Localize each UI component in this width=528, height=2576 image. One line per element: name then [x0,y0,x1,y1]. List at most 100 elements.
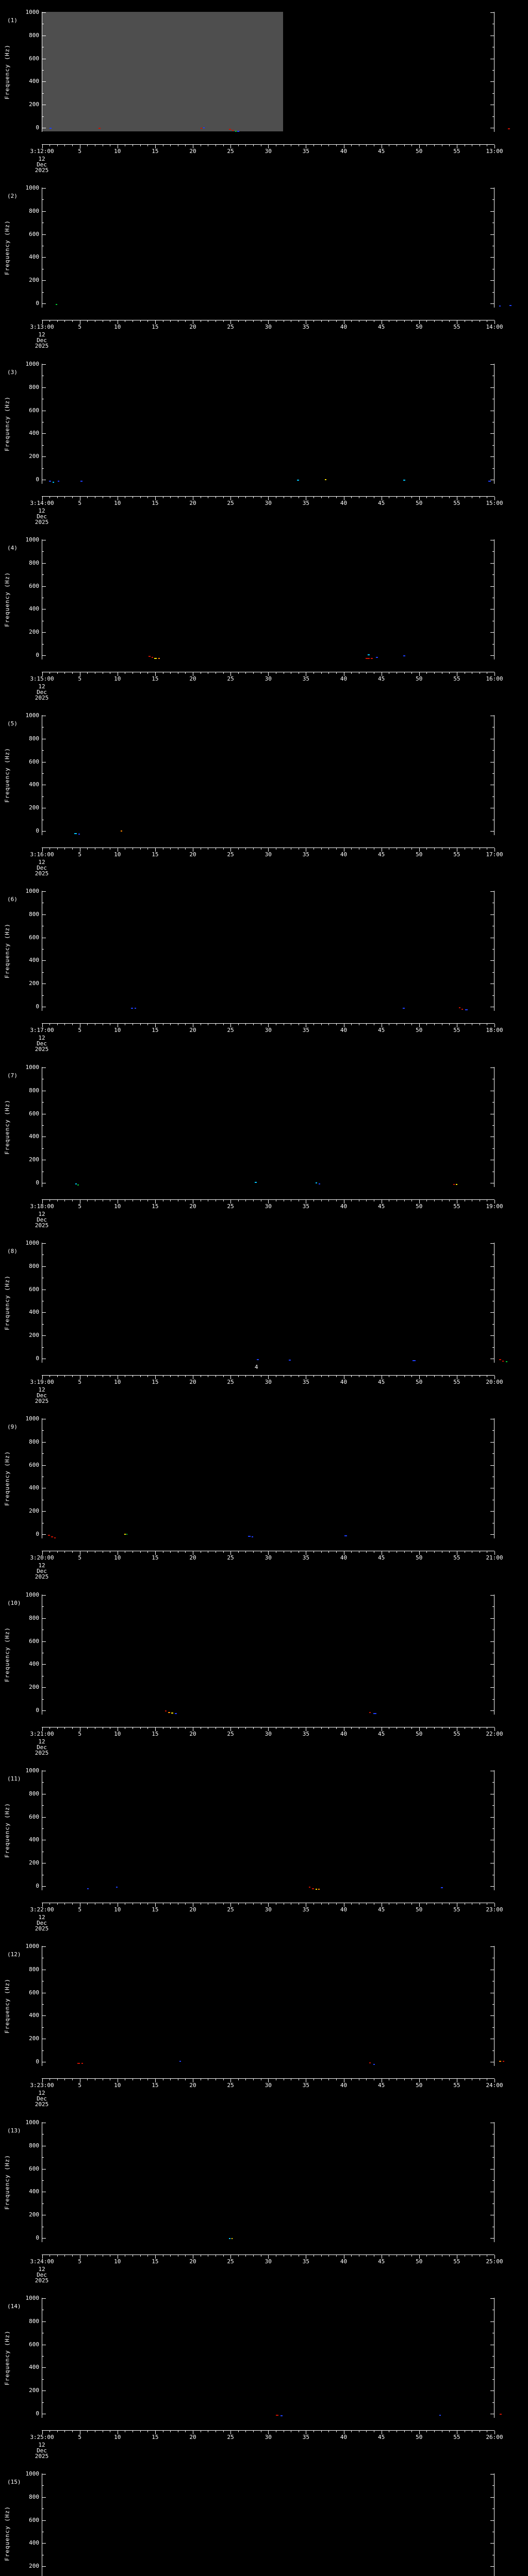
x-tick-label: 50 [416,2082,423,2089]
x-tick-label: 45 [378,324,385,330]
x-minor-tick [411,1551,412,1553]
y-major-tick-left [42,2566,46,2567]
x-minor-tick [321,2255,322,2257]
plot-area [42,1946,494,2065]
spectral-data-point [456,1184,458,1185]
x-major-tick [230,1024,232,1027]
x-tick-label: 40 [340,1906,348,1913]
x-major-tick [268,1551,269,1555]
y-major-tick-left [42,632,46,633]
plot-area [42,1418,494,1538]
spectral-data-point [503,2061,505,2062]
x-minor-tick [223,1551,224,1553]
x-major-tick [268,145,269,148]
y-tick-label: 0 [36,2410,39,2417]
x-minor-tick [140,145,141,146]
y-major-tick-left [42,2321,46,2322]
date-label: 12 Dec 2025 [21,508,62,525]
date-day: 12 [38,331,45,338]
y-minor-tick-left [42,750,44,751]
x-minor-tick [404,848,405,850]
y-tick-label: 400 [29,253,39,261]
x-tick-label: 10 [114,2258,121,2265]
x-minor-tick [185,145,186,146]
x-minor-tick [170,672,171,674]
y-tick-label: 800 [29,1790,39,1797]
x-tick-label: 30 [265,500,272,506]
x-tick-label: 45 [378,675,385,682]
x-minor-tick [87,2255,88,2257]
x-tick-label: 50 [416,1731,423,1737]
x-tick-label: 30 [265,1554,272,1561]
y-tick-label: 0 [36,652,39,658]
x-minor-tick [57,848,58,850]
x-minor-tick [336,497,337,498]
x-minor-tick [404,1024,405,1025]
x-minor-tick [351,1727,352,1729]
spectral-data-point [151,657,153,658]
y-tick-label: 400 [29,2188,39,2195]
x-minor-tick [253,1376,254,1377]
x-tick-label: 25 [227,500,234,506]
x-minor-tick [411,1903,412,1905]
y-minor-tick-right [492,2157,494,2158]
x-minor-tick [426,2255,427,2257]
x-minor-tick [404,2431,405,2432]
x-tick-label: 15 [152,148,159,155]
date-label: 12 Dec 2025 [21,332,62,349]
y-tick-label: 0 [36,1179,39,1186]
x-minor-tick [245,320,246,322]
y-axis-title: Frequency (Hz) [4,220,11,275]
x-minor-tick [147,1903,148,1905]
x-minor-tick [87,2079,88,2080]
x-tick-label: 45 [378,1379,385,1385]
y-major-tick-right [490,1946,494,1947]
x-minor-tick [411,2431,412,2432]
y-major-tick-right [490,632,494,633]
x-tick-label: 20 [189,500,196,506]
x-tick-label: 40 [340,1554,348,1561]
x-tick-label: 50 [416,675,423,682]
x-minor-tick [87,2431,88,2432]
x-major-tick [42,1024,43,1027]
x-tick-label: 30 [265,851,272,858]
y-minor-tick-left [42,2027,44,2028]
panel-number-label: (6) [7,896,18,903]
y-minor-tick-right [492,1828,494,1829]
x-minor-tick [253,1024,254,1025]
y-tick-label: 200 [29,1332,39,1339]
y-minor-tick-right [492,1699,494,1700]
spectral-data-point [98,128,101,129]
x-minor-tick [366,1024,367,1025]
x-minor-tick [87,320,88,322]
y-major-tick-right [490,211,494,212]
x-major-tick [230,1376,232,1379]
x-minor-tick [238,1903,239,1905]
x-minor-tick [140,1903,141,1905]
x-tick-label: 15 [152,1554,159,1561]
spectral-data-point [459,1007,461,1008]
y-major-tick-right [490,831,494,832]
x-tick-label: 5 [78,1906,81,1913]
y-tick-label: 200 [29,629,39,636]
x-minor-tick [245,145,246,146]
x-minor-tick [328,2079,329,2080]
y-tick-label: 800 [29,1087,39,1094]
x-minor-tick [72,497,73,498]
x-minor-tick [245,672,246,674]
x-minor-tick [328,1551,329,1553]
x-minor-tick [253,320,254,322]
x-tick-label: 35 [302,675,309,682]
x-major-tick [268,1024,269,1027]
time-axis-line [42,2430,494,2431]
date-month: Dec [37,689,47,696]
x-minor-tick [351,848,352,850]
date-month: Dec [37,161,47,168]
x-major-tick [494,672,495,676]
x-tick-label: 25 [227,324,234,330]
y-major-tick-left [42,655,46,656]
spectral-data-point [48,481,51,482]
y-major-tick-right [490,1687,494,1688]
x-tick-label: 30 [265,1379,272,1385]
y-tick-label: 800 [29,1262,39,1269]
